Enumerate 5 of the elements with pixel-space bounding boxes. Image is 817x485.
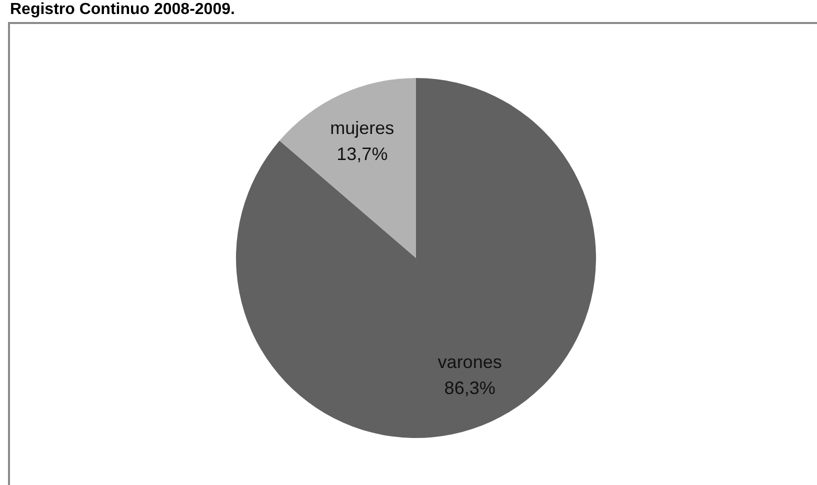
chart-title: Registro Continuo 2008-2009. bbox=[10, 1, 235, 19]
data-label: 13,7% bbox=[336, 144, 388, 164]
slice-label: varones bbox=[438, 352, 502, 372]
data-label: 86,3% bbox=[444, 378, 496, 398]
slice-label: mujeres bbox=[330, 118, 394, 138]
